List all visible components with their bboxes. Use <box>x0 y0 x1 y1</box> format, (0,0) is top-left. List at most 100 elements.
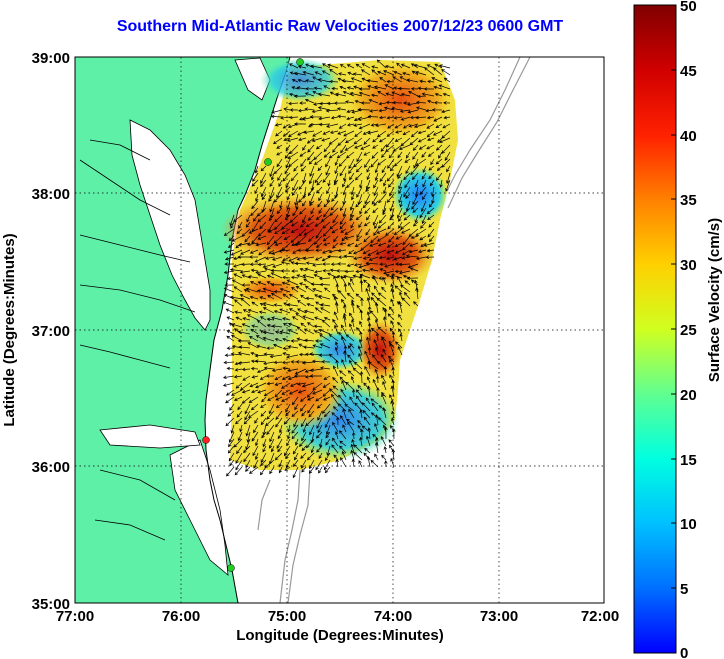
velocity-arrow <box>303 130 315 135</box>
velocity-arrow <box>327 179 331 187</box>
velocity-arrow <box>374 423 379 433</box>
velocity-arrow <box>382 381 387 391</box>
velocity-arrow <box>345 137 355 143</box>
velocity-arrow <box>389 343 395 356</box>
velocity-arrow <box>399 76 411 83</box>
velocity-arrow <box>303 309 315 314</box>
velocity-arrow <box>396 207 403 219</box>
velocity-arrow <box>421 151 427 158</box>
velocity-arrow <box>360 297 364 307</box>
velocity-arrow <box>338 123 347 129</box>
velocity-arrow <box>291 316 299 321</box>
velocity-arrow <box>257 235 267 240</box>
velocity-arrow <box>419 235 427 241</box>
velocity-arrow <box>226 366 235 371</box>
velocity-arrow <box>332 318 339 328</box>
velocity-arrow <box>441 69 451 76</box>
velocity-arrow <box>292 207 299 217</box>
velocity-arrow <box>310 445 315 454</box>
velocity-arrow <box>397 346 403 356</box>
velocity-arrow <box>411 200 419 210</box>
station-marker <box>227 564 235 572</box>
x-axis-label: Longitude (Degrees:Minutes) <box>236 627 444 644</box>
y-axis: 39:00 38:00 37:00 36:00 35:00 Latitude (… <box>1 50 70 613</box>
velocity-arrow <box>348 282 355 293</box>
velocity-arrow <box>243 417 251 425</box>
velocity-arrow <box>354 242 363 247</box>
velocity-arrow <box>372 144 379 149</box>
rivers <box>79 139 196 541</box>
velocity-arrow <box>351 388 356 398</box>
velocity-arrow <box>316 179 323 186</box>
velocity-arrow <box>386 242 395 248</box>
velocity-arrow <box>400 92 411 97</box>
velocity-arrow <box>426 64 435 69</box>
velocity-arrow <box>283 417 291 425</box>
velocity-arrow <box>241 283 251 287</box>
velocity-arrow <box>331 228 339 234</box>
velocity-arrow <box>364 447 371 454</box>
velocity-arrow <box>336 107 347 111</box>
velocity-arrow <box>399 109 411 113</box>
velocity-arrow <box>427 137 435 142</box>
velocity-arrow <box>325 165 331 176</box>
colorbar-ticks <box>671 4 676 654</box>
velocity-arrow <box>359 273 371 279</box>
velocity-arrow <box>281 382 291 389</box>
velocity-arrow <box>380 353 387 363</box>
velocity-arrow <box>230 249 243 256</box>
velocity-arrow <box>250 268 259 273</box>
velocity-arrow <box>341 79 355 83</box>
velocity-arrow <box>324 417 331 429</box>
velocity-arrow <box>359 207 363 215</box>
velocity-arrow <box>282 337 291 342</box>
velocity-arrow <box>359 436 363 447</box>
velocity-arrow <box>288 389 299 395</box>
velocity-arrow <box>270 282 283 287</box>
velocity-arrow <box>384 263 395 268</box>
velocity-arrow <box>398 300 403 314</box>
y-tick-label: 37:00 <box>32 323 70 340</box>
velocity-arrow <box>256 289 267 293</box>
velocity-arrow <box>339 221 347 230</box>
velocity-arrow <box>223 287 235 293</box>
velocity-arrow <box>313 330 323 335</box>
velocity-arrow <box>356 186 363 198</box>
velocity-arrow <box>403 101 410 105</box>
velocity-arrow <box>287 424 291 433</box>
velocity-arrow <box>374 453 379 461</box>
velocity-arrow <box>435 123 443 128</box>
velocity-arrow <box>322 235 331 242</box>
velocity-arrow <box>251 235 259 244</box>
velocity-arrow <box>223 270 235 275</box>
velocity-arrow <box>306 137 315 144</box>
velocity-arrow <box>245 221 251 228</box>
velocity-arrow <box>301 382 315 388</box>
velocity-arrow <box>354 172 363 181</box>
velocity-arrow <box>322 403 331 414</box>
velocity-arrow <box>341 450 347 461</box>
velocity-arrow <box>382 348 387 356</box>
velocity-arrow <box>416 256 427 261</box>
velocity-arrow <box>338 255 347 259</box>
velocity-arrow <box>309 165 315 177</box>
velocity-arrow <box>422 193 427 201</box>
velocity-arrow <box>412 193 419 206</box>
velocity-arrow <box>376 130 387 138</box>
velocity-arrow <box>281 242 291 251</box>
velocity-arrow <box>348 312 355 321</box>
velocity-arrow <box>275 403 283 408</box>
velocity-arrow <box>301 361 315 365</box>
velocity-arrow <box>287 322 299 328</box>
velocity-arrow <box>322 63 331 69</box>
velocity-arrow <box>390 400 395 412</box>
velocity-arrow <box>262 336 275 342</box>
velocity-arrow <box>378 255 387 260</box>
velocity-arrow <box>297 248 307 252</box>
velocity-arrow <box>224 262 235 266</box>
velocity-arrow <box>290 339 299 343</box>
velocity-arrow <box>316 403 323 409</box>
velocity-arrow <box>281 389 291 395</box>
velocity-arrow <box>373 285 379 293</box>
velocity-arrow <box>367 427 371 440</box>
